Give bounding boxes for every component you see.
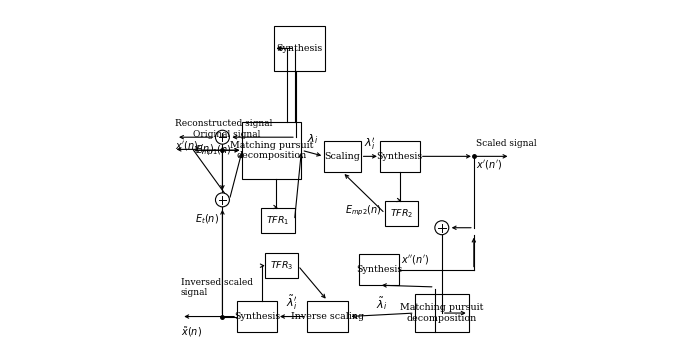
Text: $\lambda_i'$: $\lambda_i'$ bbox=[364, 136, 376, 152]
Text: Scaling: Scaling bbox=[324, 152, 360, 161]
Text: Synthesis: Synthesis bbox=[276, 44, 322, 53]
Circle shape bbox=[215, 193, 229, 207]
Text: $E_t(n)$: $E_t(n)$ bbox=[195, 212, 219, 226]
Text: Reconstructed signal: Reconstructed signal bbox=[175, 119, 273, 128]
Text: Synthesis: Synthesis bbox=[356, 265, 402, 274]
Circle shape bbox=[435, 221, 448, 235]
Text: Matching pursuit
decomposition: Matching pursuit decomposition bbox=[230, 140, 313, 160]
Bar bbox=[262, 208, 295, 233]
Bar bbox=[380, 141, 420, 172]
Text: $\tilde{\lambda}_i'$: $\tilde{\lambda}_i'$ bbox=[286, 294, 297, 312]
Bar bbox=[385, 201, 418, 226]
Text: $TFR_2$: $TFR_2$ bbox=[390, 207, 413, 220]
Text: $\tilde{x}(n)$: $\tilde{x}(n)$ bbox=[181, 325, 201, 339]
Text: $\lambda_i$: $\lambda_i$ bbox=[307, 132, 318, 146]
Bar bbox=[415, 294, 469, 332]
Text: Synthesis: Synthesis bbox=[234, 312, 280, 321]
Text: $TFR_1$: $TFR_1$ bbox=[266, 214, 290, 227]
Text: $E_{mp2}(n)$: $E_{mp2}(n)$ bbox=[345, 204, 382, 218]
Text: Inversed scaled
signal: Inversed scaled signal bbox=[181, 278, 253, 297]
Bar bbox=[242, 121, 302, 179]
Text: $\tilde{\lambda}_i$: $\tilde{\lambda}_i$ bbox=[376, 296, 387, 312]
Text: Original signal: Original signal bbox=[193, 130, 260, 139]
Text: Matching pursuit
decomposition: Matching pursuit decomposition bbox=[400, 303, 483, 323]
Bar bbox=[274, 26, 325, 71]
Text: $x'(n)$: $x'(n)$ bbox=[175, 139, 199, 152]
Text: $x''(n')$: $x''(n')$ bbox=[401, 253, 428, 266]
Text: $TFR_3$: $TFR_3$ bbox=[270, 259, 293, 272]
Text: Inverse scaling: Inverse scaling bbox=[291, 312, 364, 321]
Bar bbox=[265, 253, 298, 278]
Bar bbox=[324, 141, 361, 172]
Text: Scaled signal: Scaled signal bbox=[475, 139, 536, 148]
Bar bbox=[306, 301, 348, 332]
Bar bbox=[237, 301, 277, 332]
Circle shape bbox=[215, 130, 229, 144]
Bar bbox=[359, 254, 399, 285]
Text: $E_{mp1}(n)$: $E_{mp1}(n)$ bbox=[195, 144, 232, 158]
Text: $x'(n')$: $x'(n')$ bbox=[475, 158, 502, 171]
Text: $x(n)$: $x(n)$ bbox=[193, 142, 214, 155]
Text: Synthesis: Synthesis bbox=[377, 152, 423, 161]
